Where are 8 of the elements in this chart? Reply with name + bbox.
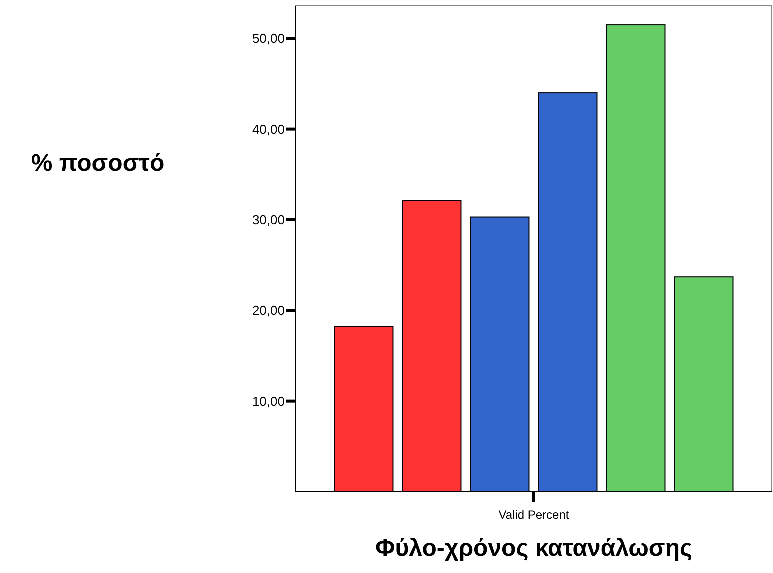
y-tick-label: 20,00 — [252, 303, 285, 318]
y-tick-label: 50,00 — [252, 31, 285, 46]
y-tick-label: 10,00 — [252, 394, 285, 409]
y-tick-label: 40,00 — [252, 122, 285, 137]
x-tick-label: Valid Percent — [498, 508, 570, 522]
y-tick-label: 30,00 — [252, 212, 285, 228]
y-axis-title: % ποσοστό — [31, 150, 165, 177]
x-axis-title: Φύλο-χρόνος κατανάλωσης — [376, 535, 692, 562]
